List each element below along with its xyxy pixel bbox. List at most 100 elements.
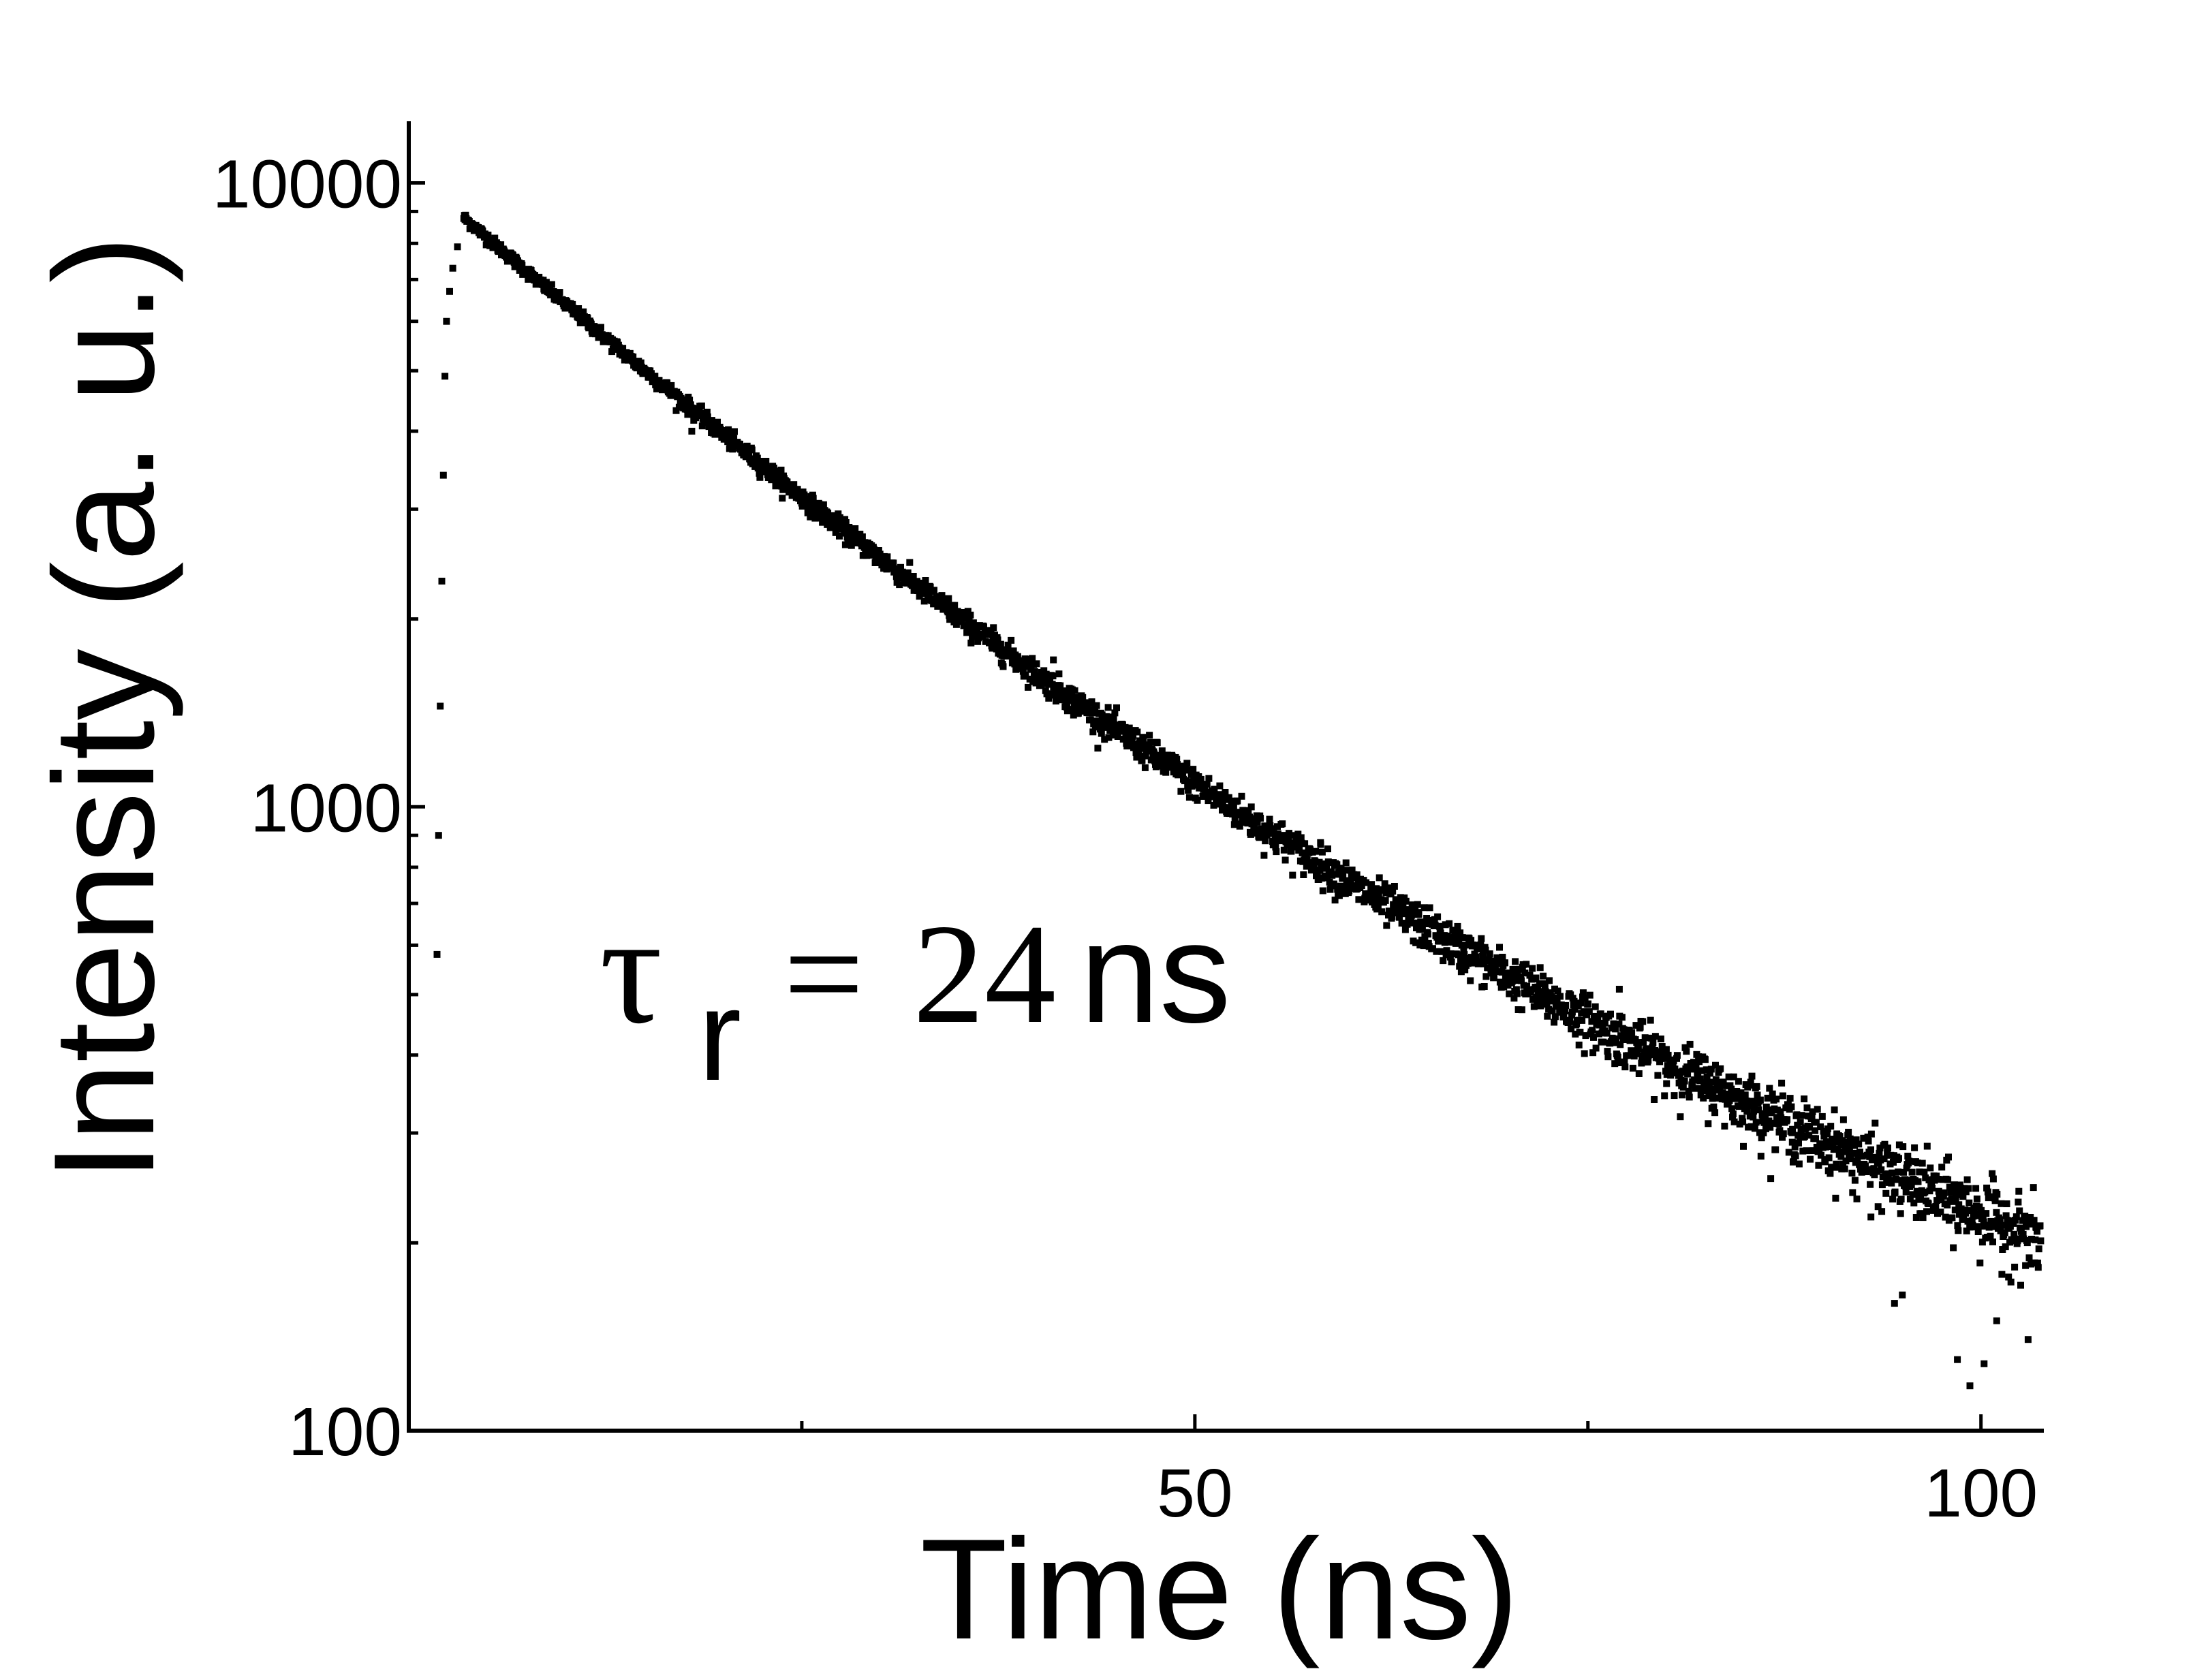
data-point (1073, 704, 1081, 711)
data-point (1533, 993, 1540, 1001)
data-point (997, 640, 1004, 648)
data-point (1721, 1123, 1728, 1130)
data-point (1962, 1209, 1969, 1217)
data-point (1938, 1164, 1946, 1171)
data-point (880, 557, 887, 564)
data-point (1424, 931, 1431, 938)
data-point (1959, 1193, 1967, 1200)
data-point (1544, 1012, 1551, 1020)
data-point (875, 547, 882, 554)
data-point (1951, 1181, 1958, 1189)
data-point (550, 288, 557, 295)
data-point (945, 595, 952, 602)
data-point (1719, 1089, 1726, 1097)
data-point (1664, 1051, 1672, 1059)
data-point (1789, 1125, 1797, 1133)
data-point (1542, 995, 1550, 1003)
data-point (1333, 861, 1341, 869)
data-point (835, 520, 843, 527)
data-point (762, 458, 770, 465)
data-point (1784, 1116, 1791, 1123)
data-point (951, 602, 959, 609)
data-point (794, 488, 802, 496)
data-point (1257, 815, 1264, 822)
data-point (651, 373, 659, 380)
data-point (1984, 1188, 1991, 1196)
data-point (1799, 1147, 1807, 1155)
data-point (1979, 1215, 1987, 1222)
data-point (1589, 1027, 1596, 1034)
data-point (1998, 1200, 2005, 1207)
data-point (1711, 1086, 1718, 1093)
y-axis-title: Intensity (a. u.) (24, 236, 184, 1182)
data-point (1778, 1079, 1786, 1087)
data-point (1553, 995, 1560, 1001)
data-point (1518, 977, 1525, 984)
data-point (1138, 757, 1146, 764)
data-point (1045, 694, 1053, 702)
data-point (1324, 858, 1332, 866)
data-point (1403, 906, 1410, 914)
data-point (1628, 1047, 1635, 1055)
data-point (753, 454, 761, 462)
data-point (803, 497, 811, 505)
data-point (1942, 1213, 1949, 1221)
data-point (1640, 1039, 1647, 1046)
axes: 100 1000 10000 50 100 (213, 121, 2044, 1531)
data-point (449, 264, 456, 272)
data-point (1263, 831, 1271, 839)
data-point (1288, 847, 1295, 855)
data-point (1851, 1142, 1858, 1149)
data-point (1431, 921, 1439, 929)
data-point (1829, 1136, 1835, 1142)
data-point (999, 663, 1007, 670)
data-point (832, 529, 839, 536)
data-point (1739, 1118, 1747, 1125)
data-point (2014, 1237, 2021, 1245)
data-point (532, 281, 540, 288)
data-point (1801, 1095, 1808, 1102)
data-point (1831, 1106, 1838, 1114)
data-point (1827, 1170, 1834, 1177)
data-point (1922, 1174, 1929, 1181)
data-point (1757, 1153, 1765, 1160)
data-point (779, 495, 786, 502)
data-point (1461, 966, 1469, 974)
data-point (1740, 1142, 1747, 1150)
data-point (1201, 785, 1209, 792)
data-point (1728, 1085, 1735, 1093)
data-point (1269, 826, 1275, 833)
data-point (1749, 1098, 1756, 1105)
data-point (1834, 1145, 1841, 1153)
data-point (1618, 1014, 1626, 1021)
data-point (790, 481, 798, 488)
data-point (1399, 901, 1407, 909)
data-point (1296, 844, 1303, 852)
data-point (1197, 775, 1205, 783)
data-point (1852, 1136, 1860, 1144)
data-point (1860, 1134, 1867, 1142)
data-point (1057, 682, 1064, 689)
data-point (1543, 1001, 1551, 1008)
data-point (1706, 1083, 1713, 1091)
data-point (1732, 1095, 1740, 1102)
data-point (1910, 1199, 1918, 1207)
data-point (960, 622, 967, 629)
data-point (1634, 1042, 1642, 1049)
data-point (1474, 942, 1482, 949)
data-point (1289, 871, 1296, 879)
data-point (2010, 1230, 2018, 1238)
data-point (1677, 1076, 1685, 1084)
data-point (1205, 775, 1213, 782)
data-point (1084, 703, 1091, 711)
data-point (1981, 1222, 1989, 1230)
data-point (1914, 1160, 1921, 1166)
data-point (1485, 956, 1493, 963)
data-point (1423, 915, 1431, 922)
data-point (1330, 880, 1337, 888)
data-point (1010, 647, 1017, 655)
data-point (1402, 897, 1410, 905)
y-tick-label: 1000 (251, 770, 402, 846)
data-point (1285, 835, 1292, 843)
data-point (1063, 707, 1071, 715)
